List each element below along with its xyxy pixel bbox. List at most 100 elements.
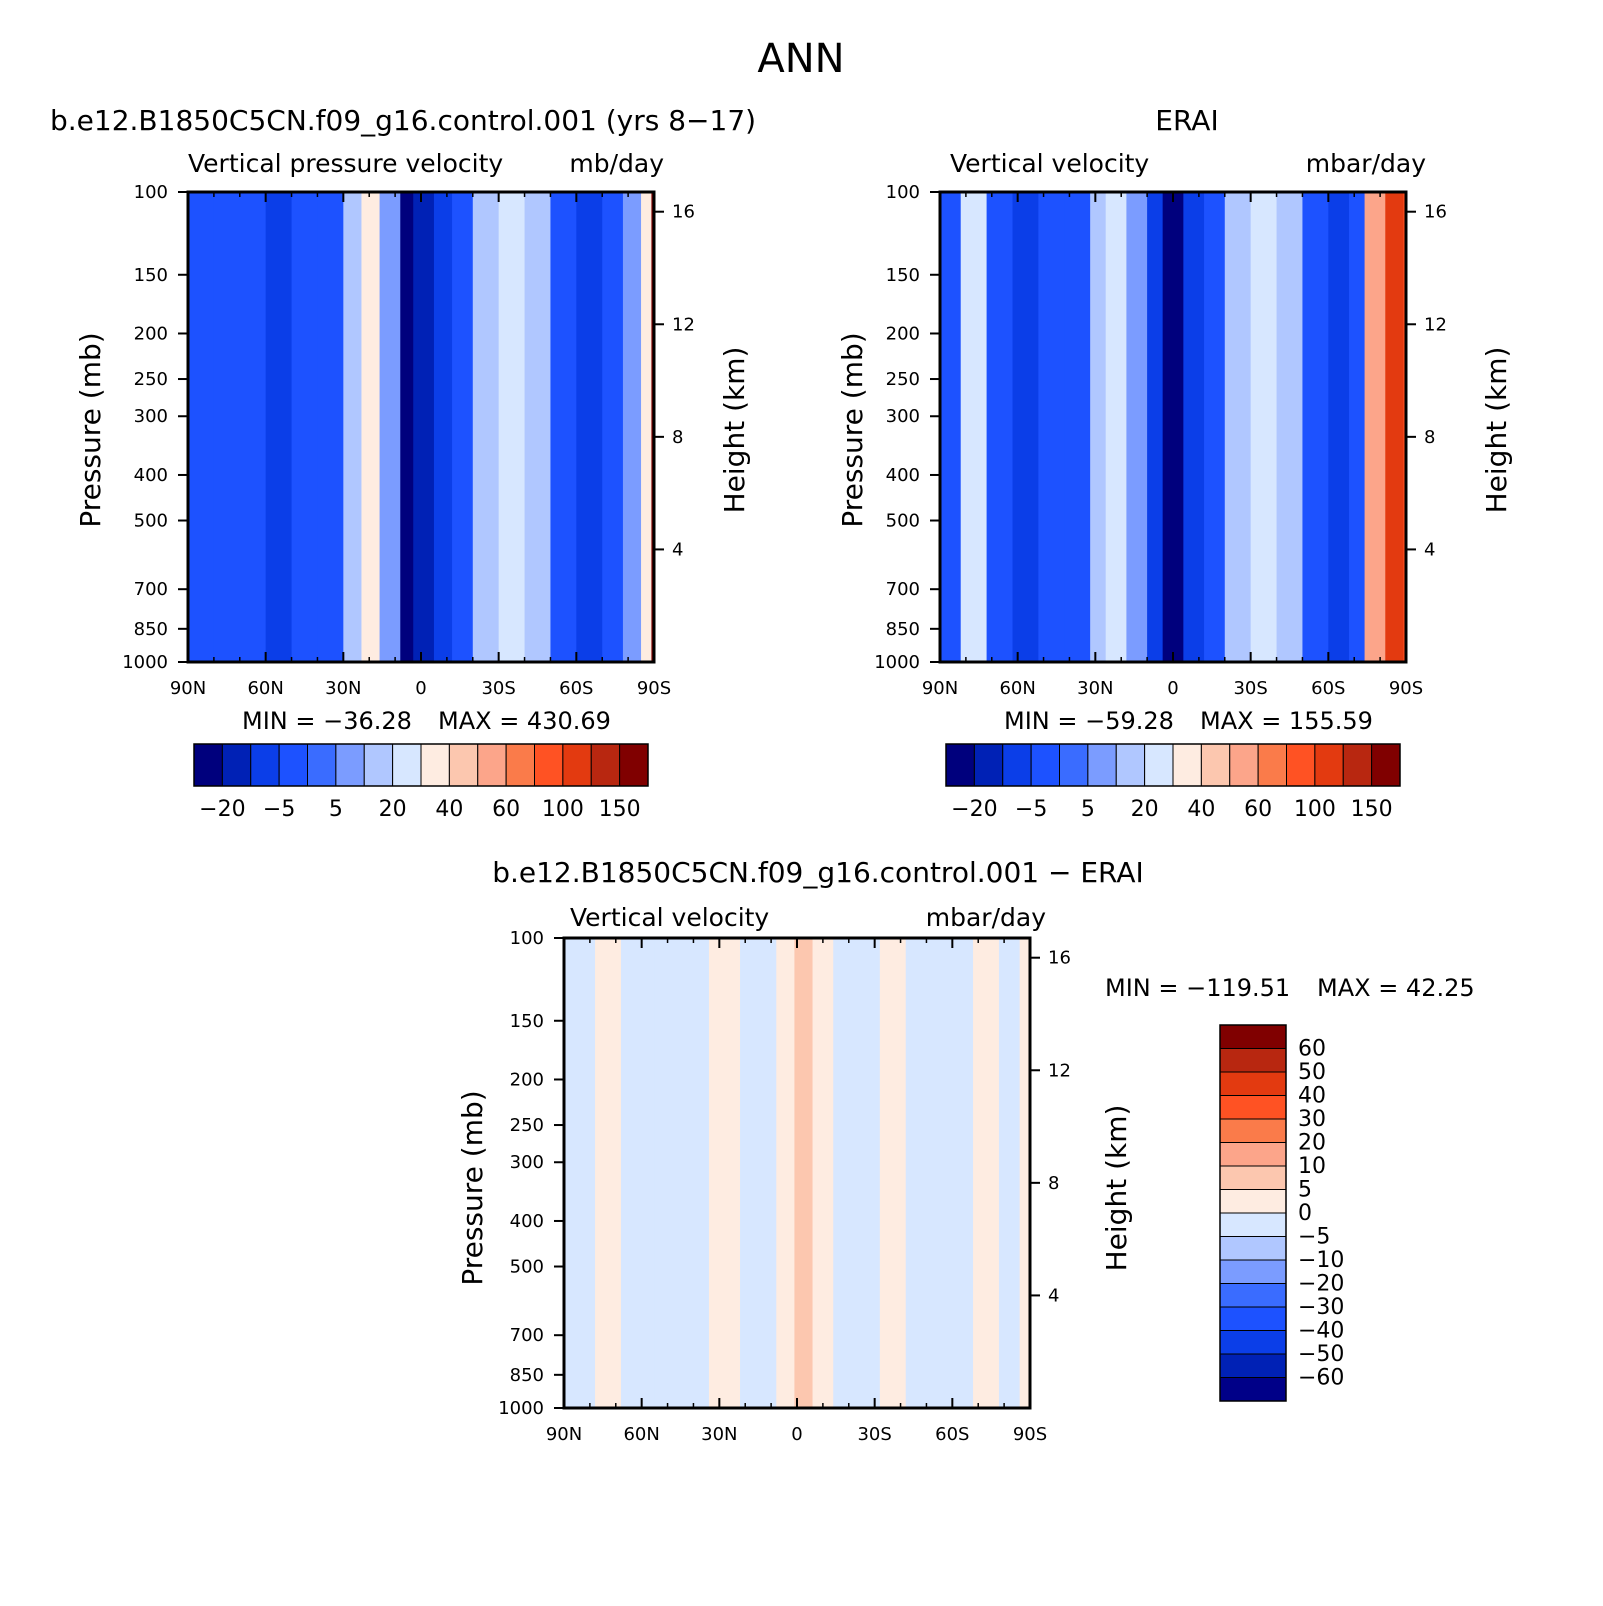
y2-tick-label: 16	[1424, 202, 1447, 223]
y2-tick-label: 12	[1424, 314, 1447, 335]
colorbar-label: 150	[1351, 797, 1393, 822]
colorbar-box	[1219, 1353, 1287, 1378]
y-tick-label: 200	[886, 323, 920, 344]
colorbar-label: 20	[1131, 797, 1159, 822]
contour-band	[564, 938, 596, 1408]
plot-area: 90N 60N 30N 0 30S 60S 90S 100 150 200 250 300 400 500…	[122, 182, 695, 699]
colorbar-box	[1219, 1283, 1287, 1308]
y-tick-label: 200	[510, 1069, 544, 1090]
contour-band	[576, 192, 603, 662]
colorbar-box	[1219, 1142, 1287, 1167]
colorbar-label: 5	[1298, 1178, 1312, 1203]
colorbar-box	[477, 743, 507, 787]
colorbar-label: 60	[1244, 797, 1272, 822]
contour-band	[400, 192, 414, 662]
contour-band	[622, 192, 642, 662]
colorbar-label: 40	[1187, 797, 1215, 822]
contour-band	[1328, 192, 1350, 662]
panel-title: b.e12.B1850C5CN.f09_g16.control.001 − ER…	[492, 856, 1144, 889]
contour-band	[413, 192, 435, 662]
colorbar-box	[1286, 743, 1316, 787]
y-tick-label: 300	[886, 406, 920, 427]
x-tick-label: 0	[791, 1424, 802, 1445]
contour-band	[291, 192, 318, 662]
colorbar-label: 100	[1294, 797, 1336, 822]
colorbar-box	[945, 743, 975, 787]
y-tick-label: 200	[134, 323, 168, 344]
contour-band	[1385, 192, 1404, 662]
contour-band	[452, 192, 474, 662]
x-tick-label: 30N	[325, 678, 361, 699]
colorbar-label: 100	[542, 797, 584, 822]
y2-tick-label: 16	[1048, 948, 1071, 969]
y-tick-label: 700	[886, 579, 920, 600]
contour-band	[641, 192, 652, 662]
x-tick-label: 0	[1167, 678, 1178, 699]
panel-title: ERAI	[1155, 104, 1218, 137]
x-tick-label: 30N	[701, 1424, 737, 1445]
x-tick-label: 30N	[1077, 678, 1113, 699]
plot-area: 90N 60N 30N 0 30S 60S 90S 100 150 200 250 300 400 500…	[874, 182, 1447, 699]
colorbar-box	[1219, 1377, 1287, 1402]
colorbar-box	[1219, 1330, 1287, 1355]
x-tick-label: 30S	[1233, 678, 1267, 699]
y2-tick-label: 4	[1048, 1285, 1059, 1306]
x-tick-label: 30S	[481, 678, 515, 699]
colorbar-box	[562, 743, 592, 787]
contour-band	[688, 938, 710, 1408]
left-string: Vertical velocity	[570, 903, 769, 932]
right-string: mbar/day	[926, 903, 1046, 932]
contour-band	[940, 192, 962, 662]
y2-axis-label: Height (km)	[1480, 347, 1513, 514]
colorbar-box	[335, 743, 365, 787]
y-tick-label: 850	[510, 1365, 544, 1386]
colorbar-box	[1087, 743, 1117, 787]
panel-title: b.e12.B1850C5CN.f09_g16.control.001 (yrs…	[50, 104, 756, 137]
contour-band	[1126, 192, 1148, 662]
y2-tick-label: 16	[672, 202, 695, 223]
y-tick-label: 250	[134, 369, 168, 390]
contour-band	[1250, 192, 1278, 662]
colorbar-box	[193, 743, 223, 787]
contour-band	[1183, 192, 1205, 662]
y-tick-label: 700	[510, 1325, 544, 1346]
colorbar-label: 5	[1081, 797, 1095, 822]
y2-tick-label: 8	[672, 427, 683, 448]
contour-band	[620, 938, 656, 1408]
x-tick-label: 60S	[935, 1424, 969, 1445]
y-tick-label: 250	[886, 369, 920, 390]
contour-band	[812, 938, 834, 1408]
contour-band	[833, 938, 860, 1408]
contour-band	[1302, 192, 1329, 662]
y2-tick-label: 12	[672, 314, 695, 335]
contour-band	[794, 938, 814, 1408]
y-tick-label: 1000	[498, 1398, 544, 1419]
contour-band	[213, 192, 241, 662]
colorbar-box	[505, 743, 535, 787]
figure-title: ANN	[757, 36, 844, 82]
colorbar-box	[1371, 743, 1401, 787]
contour-band	[602, 192, 624, 662]
colorbar-box	[1219, 1236, 1287, 1261]
contour-band	[960, 192, 988, 662]
y-tick-label: 500	[886, 511, 920, 532]
x-tick-label: 90N	[546, 1424, 582, 1445]
y2-tick-label: 12	[1048, 1060, 1071, 1081]
contour-band	[1012, 192, 1039, 662]
contour-band	[740, 938, 759, 1408]
colorbar-label: −30	[1298, 1295, 1344, 1320]
colorbar-label: −20	[1298, 1272, 1344, 1297]
y-tick-label: 1000	[122, 652, 168, 673]
colorbar-box	[420, 743, 450, 787]
colorbar-box	[1219, 1024, 1287, 1049]
colorbar-box	[1219, 1259, 1287, 1284]
colorbar-box	[1342, 743, 1373, 787]
x-tick-label: 90N	[170, 678, 206, 699]
min-label: MIN = −59.28	[1004, 707, 1174, 735]
contour-band	[939, 938, 974, 1408]
colorbar-label: 5	[329, 797, 343, 822]
y-tick-label: 100	[886, 182, 920, 203]
contour-band	[1162, 192, 1184, 662]
